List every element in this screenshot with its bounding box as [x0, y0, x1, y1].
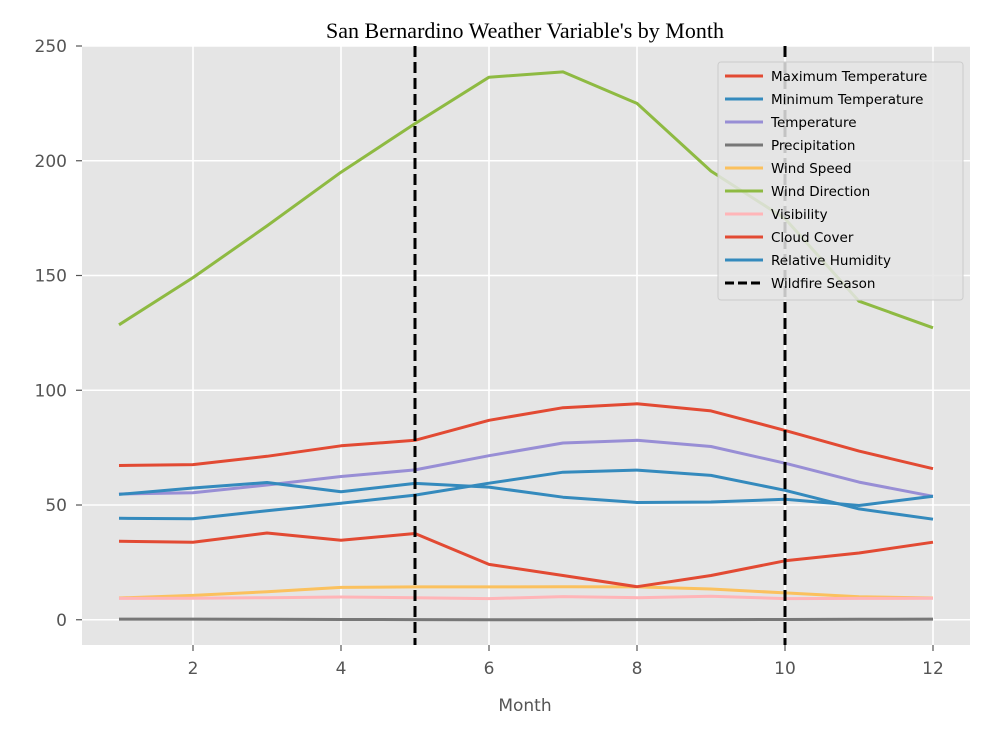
- y-tick-label: 100: [35, 381, 67, 401]
- legend-label: Wind Direction: [771, 184, 870, 200]
- legend-label: Wind Speed: [771, 161, 852, 177]
- series-line-temperature: [118, 438, 934, 498]
- x-tick-label: 10: [774, 659, 796, 679]
- legend-label: Cloud Cover: [771, 230, 854, 246]
- x-tick-label: 2: [188, 659, 199, 679]
- x-tick-label: 12: [922, 659, 944, 679]
- legend-label: Visibility: [771, 207, 828, 223]
- series-line-precipitation: [119, 617, 934, 622]
- legend-box: [717, 61, 964, 301]
- y-tick-label: 0: [56, 611, 67, 631]
- chart-title: San Bernardino Weather Variable's by Mon…: [326, 18, 724, 43]
- legend-label: Precipitation: [771, 138, 855, 154]
- series-line-visibility: [118, 594, 934, 601]
- series-line-cloud-cover: [118, 531, 934, 589]
- legend-label: Minimum Temperature: [771, 92, 923, 108]
- x-axis-label: Month: [498, 696, 551, 716]
- series-line-relative-humidity: [118, 481, 934, 507]
- series-line-maximum-temperature: [118, 402, 934, 471]
- series-line-wind-speed: [118, 585, 934, 600]
- legend-label: Temperature: [770, 115, 857, 131]
- x-tick-label: 8: [632, 659, 643, 679]
- x-tick-label: 4: [336, 659, 347, 679]
- y-tick-label: 250: [35, 37, 67, 57]
- legend-label: Maximum Temperature: [771, 69, 927, 85]
- legend-label: Relative Humidity: [771, 253, 891, 269]
- series-line-minimum-temperature: [118, 468, 934, 521]
- legend-label: Wildfire Season: [771, 276, 875, 292]
- y-tick-label: 200: [35, 152, 67, 172]
- plot-area: 2 4 6 8 10 12 0 50 100 150 200 250 Maximum Temperatu…: [35, 37, 970, 679]
- y-tick-label: 150: [35, 267, 67, 287]
- y-tick-label: 50: [45, 496, 67, 516]
- x-tick-label: 6: [484, 659, 495, 679]
